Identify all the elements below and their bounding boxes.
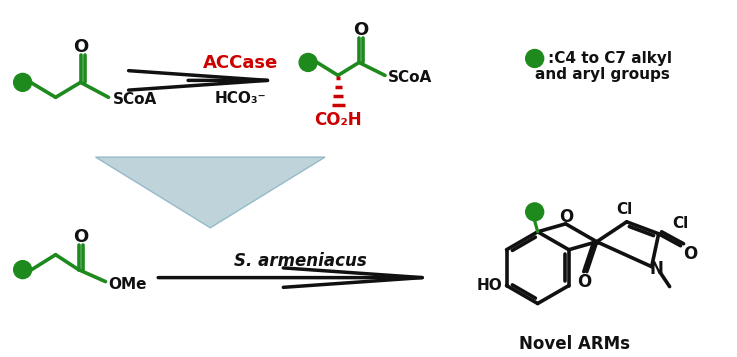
Text: N: N bbox=[650, 260, 663, 278]
Circle shape bbox=[14, 261, 32, 278]
Text: Cl: Cl bbox=[673, 216, 689, 231]
Text: HCO₃⁻: HCO₃⁻ bbox=[214, 91, 266, 106]
Text: HO: HO bbox=[477, 278, 503, 293]
Text: Cl: Cl bbox=[617, 202, 633, 217]
Polygon shape bbox=[96, 157, 325, 228]
Circle shape bbox=[14, 74, 32, 91]
Circle shape bbox=[525, 203, 544, 221]
Text: Novel ARMs: Novel ARMs bbox=[519, 335, 630, 353]
Text: O: O bbox=[73, 37, 88, 56]
Text: CO₂H: CO₂H bbox=[314, 111, 362, 129]
Text: O: O bbox=[73, 228, 88, 246]
Text: S. armeniacus: S. armeniacus bbox=[234, 252, 366, 270]
Text: :C4 to C7 alkyl: :C4 to C7 alkyl bbox=[548, 51, 671, 66]
Text: SCoA: SCoA bbox=[113, 92, 157, 107]
Text: O: O bbox=[559, 208, 573, 226]
Text: O: O bbox=[576, 273, 591, 291]
Text: ACCase: ACCase bbox=[203, 55, 278, 72]
Text: O: O bbox=[353, 21, 368, 39]
Text: SCoA: SCoA bbox=[388, 70, 432, 85]
Text: O: O bbox=[683, 245, 698, 263]
Text: and aryl groups: and aryl groups bbox=[534, 67, 669, 82]
Text: OMe: OMe bbox=[108, 277, 147, 292]
Circle shape bbox=[525, 50, 544, 67]
Circle shape bbox=[299, 54, 317, 71]
